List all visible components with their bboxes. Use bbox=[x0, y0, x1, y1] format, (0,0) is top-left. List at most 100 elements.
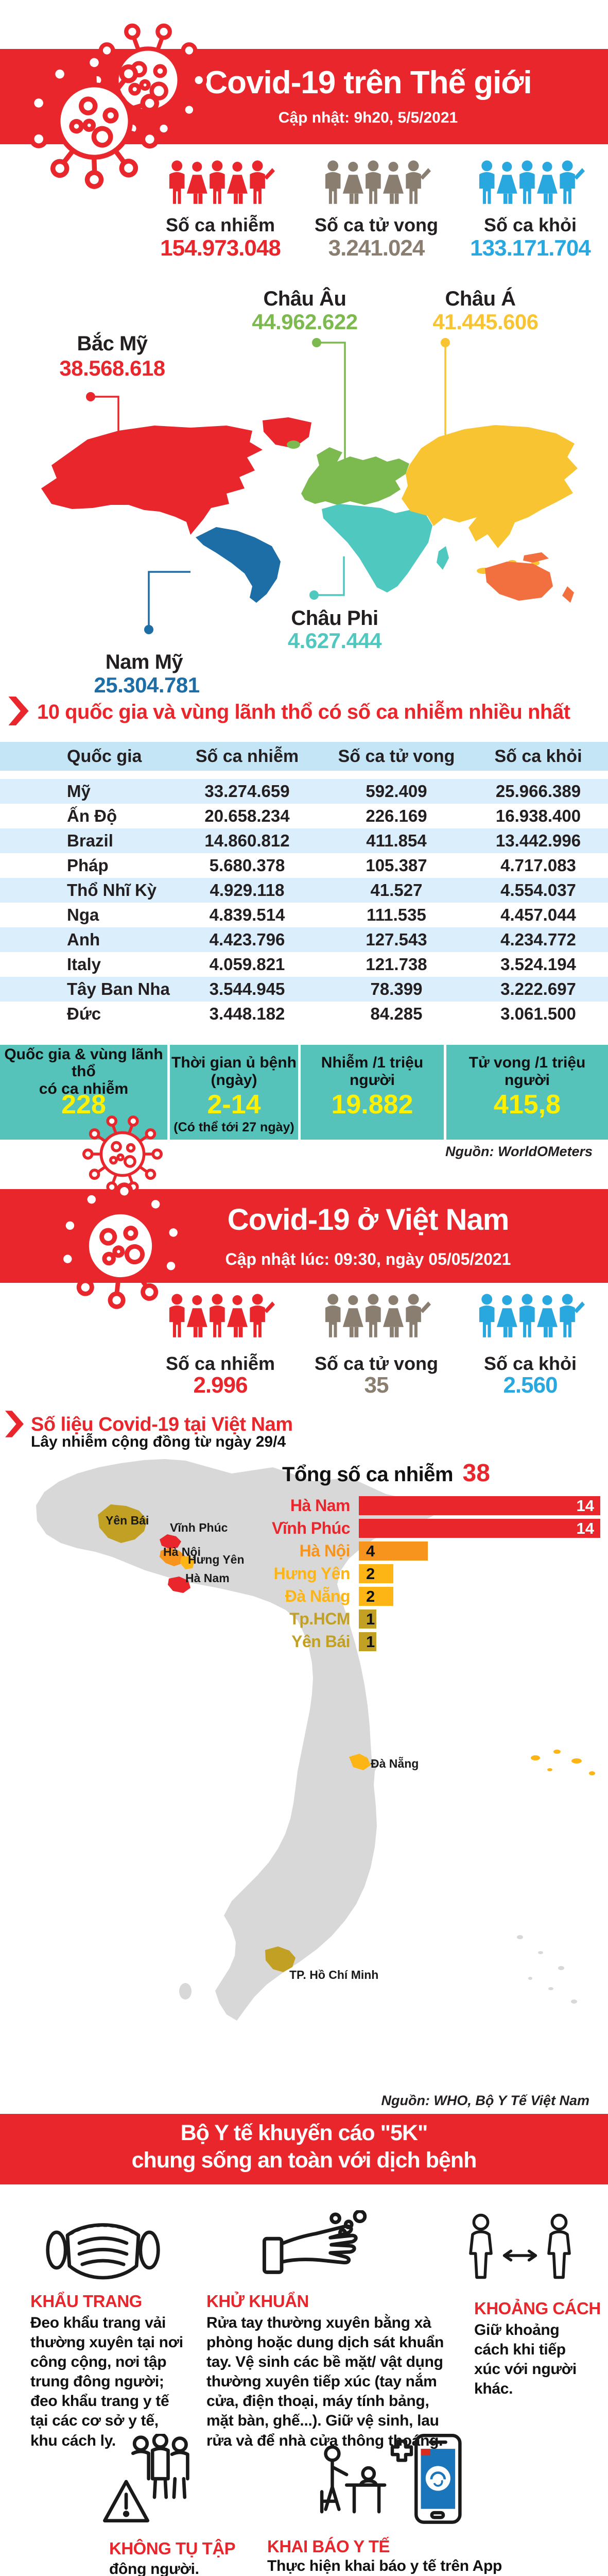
vietnam-title: Covid-19 ở Việt Nam bbox=[227, 1203, 510, 1236]
summary-note: (Có thể tới 27 ngày) bbox=[173, 1120, 294, 1134]
table-body: Mỹ 33.274.659 592.409 25.966.389 Ấn Độ 20.65… bbox=[0, 779, 608, 1026]
virus-icon bbox=[25, 52, 164, 191]
vn-recovered-label: Số ca khỏi bbox=[483, 1353, 577, 1374]
bar-chart-row: Đà Nẵng 2 bbox=[0, 1587, 608, 1606]
callout-dot bbox=[312, 338, 321, 347]
no-gathering-icon bbox=[103, 2434, 189, 2522]
world-updated: Cập nhật: 9h20, 5/5/2021 bbox=[278, 109, 458, 126]
bar-chart-row: Hà Nội 4 bbox=[0, 1541, 608, 1561]
cell-country: Ấn Độ bbox=[67, 806, 117, 825]
continent-value: 38.568.618 bbox=[59, 356, 165, 380]
recovered-crowd-icon bbox=[476, 158, 585, 210]
five-k-text: Đeo khẩu trang vải thường xuyên tại nơi … bbox=[30, 2314, 183, 2449]
bar-track: 14 bbox=[359, 1519, 600, 1538]
five-k-text: đông người. bbox=[109, 2561, 199, 2576]
south-america-shape bbox=[196, 527, 281, 603]
summary-label: Thời gian ủ bệnh bbox=[171, 1054, 297, 1072]
vietnam-outline bbox=[36, 1459, 433, 2021]
africa-shape bbox=[322, 504, 449, 592]
deaths-crowd-icon bbox=[322, 158, 431, 210]
bar-value: 14 bbox=[576, 1519, 594, 1537]
truong-sa-islands bbox=[517, 1935, 577, 2004]
cell-deaths: 226.169 bbox=[366, 806, 427, 825]
bar-label: Hà Nội bbox=[299, 1541, 351, 1560]
summary-label: Tử vong /1 triệu người bbox=[468, 1054, 586, 1089]
summary-label: Quốc gia & vùng lãnh thổ bbox=[4, 1045, 163, 1080]
table-row: Tây Ban Nha 3.544.945 78.399 3.222.697 bbox=[0, 977, 608, 1002]
vietnam-map bbox=[36, 1459, 595, 2021]
continent-value: 41.445.606 bbox=[432, 310, 538, 334]
cell-cases: 4.059.821 bbox=[209, 955, 285, 974]
cell-country: Brazil bbox=[67, 831, 113, 850]
world-recovered-label: Số ca khỏi bbox=[483, 214, 577, 235]
bar-chart-title: Tổng số ca nhiễm 38 bbox=[268, 1459, 505, 1487]
five-k-heading: KHẨU TRANG bbox=[30, 2292, 142, 2311]
continent-name: Châu Phi bbox=[291, 607, 378, 630]
summary-value: 228 bbox=[61, 1090, 106, 1120]
five-k-heading: KHÔNG TỤ TẬP bbox=[109, 2539, 236, 2558]
callout-dot bbox=[86, 392, 95, 401]
map-label: Hà Nội bbox=[163, 1545, 201, 1558]
bar-chart-row: Hà Nam 14 bbox=[0, 1496, 608, 1515]
five-k-text: Giữ khoảng cách khi tiếp xúc với người k… bbox=[474, 2321, 577, 2398]
cell-country: Thổ Nhĩ Kỳ bbox=[67, 880, 157, 900]
bar-value: 14 bbox=[576, 1497, 594, 1515]
summary-col: Tử vong /1 triệu người 415,8 bbox=[444, 1045, 608, 1140]
cell-recovered: 3.524.194 bbox=[500, 955, 576, 974]
cell-deaths: 121.738 bbox=[366, 955, 427, 974]
cell-deaths: 84.285 bbox=[370, 1004, 423, 1023]
column-header: Số ca khỏi bbox=[494, 746, 582, 766]
bar-chart-row: Tp.HCM 1 bbox=[0, 1609, 608, 1629]
cell-deaths: 592.409 bbox=[366, 782, 427, 801]
ha-noi-shape bbox=[160, 1548, 185, 1566]
bar-value: 1 bbox=[366, 1610, 375, 1628]
map-label: Vĩnh Phúc bbox=[170, 1521, 228, 1534]
bar-track: 4 bbox=[359, 1541, 600, 1561]
vn-deaths-label: Số ca tử vong bbox=[314, 1353, 439, 1374]
cell-recovered: 4.717.083 bbox=[500, 856, 576, 875]
summary-label: có ca nhiễm bbox=[39, 1080, 129, 1097]
bar bbox=[359, 1587, 393, 1606]
asia-shape bbox=[402, 425, 578, 578]
ha-nam-shape bbox=[168, 1577, 190, 1593]
world-deaths-label: Số ca tử vong bbox=[314, 214, 439, 235]
cell-cases: 5.680.378 bbox=[209, 856, 285, 875]
handwash-icon bbox=[262, 2210, 367, 2274]
cell-deaths: 78.399 bbox=[370, 979, 423, 998]
vn-recovered-value: 2.560 bbox=[503, 1372, 558, 1398]
cell-recovered: 25.966.389 bbox=[495, 782, 581, 801]
cell-deaths: 411.854 bbox=[366, 831, 427, 850]
callout-line bbox=[148, 571, 190, 630]
recovered-crowd-icon bbox=[476, 1291, 585, 1343]
cell-recovered: 3.061.500 bbox=[500, 1004, 576, 1023]
five-k-text: Thực hiện khai báo y tế trên App NCOVI; … bbox=[267, 2557, 502, 2574]
cell-cases: 4.929.118 bbox=[210, 880, 285, 900]
column-header: Số ca tử vong bbox=[338, 746, 455, 766]
table-header-row: Quốc gia Số ca nhiễm Số ca tử vong Số ca… bbox=[0, 742, 608, 771]
bar-label: Yên Bái bbox=[291, 1632, 350, 1651]
bar-track: 1 bbox=[359, 1609, 600, 1629]
bar-label: Hưng Yên bbox=[273, 1564, 351, 1583]
oceania-shape bbox=[485, 552, 574, 603]
table-title: 10 quốc gia và vùng lãnh thổ có số ca nh… bbox=[37, 701, 570, 723]
yen-bai-shape bbox=[98, 1504, 147, 1543]
vietnam-updated: Cập nhật lúc: 09:30, ngày 05/05/2021 bbox=[225, 1250, 511, 1268]
column-header: Quốc gia bbox=[67, 746, 142, 766]
cell-deaths: 127.543 bbox=[366, 930, 427, 949]
callout-line bbox=[314, 556, 345, 596]
bar bbox=[359, 1564, 393, 1583]
cell-country: Tây Ban Nha bbox=[67, 979, 170, 998]
bar-track: 14 bbox=[359, 1496, 600, 1515]
continent-name: Nam Mỹ bbox=[105, 651, 183, 673]
bar-label: Đà Nẵng bbox=[285, 1587, 351, 1605]
callout-dot bbox=[309, 590, 319, 600]
bar bbox=[359, 1609, 376, 1629]
world-deaths-value: 3.241.024 bbox=[328, 235, 425, 261]
continent-name: Bắc Mỹ bbox=[77, 332, 148, 355]
cell-country: Mỹ bbox=[67, 782, 91, 801]
world-infected-value: 154.973.048 bbox=[160, 235, 281, 261]
table-row: Thổ Nhĩ Kỳ 4.929.118 41.527 4.554.037 bbox=[0, 878, 608, 903]
cell-recovered: 13.442.996 bbox=[495, 831, 581, 850]
callout-dot bbox=[441, 338, 450, 347]
five-k-heading: KHOẢNG CÁCH bbox=[474, 2299, 601, 2318]
